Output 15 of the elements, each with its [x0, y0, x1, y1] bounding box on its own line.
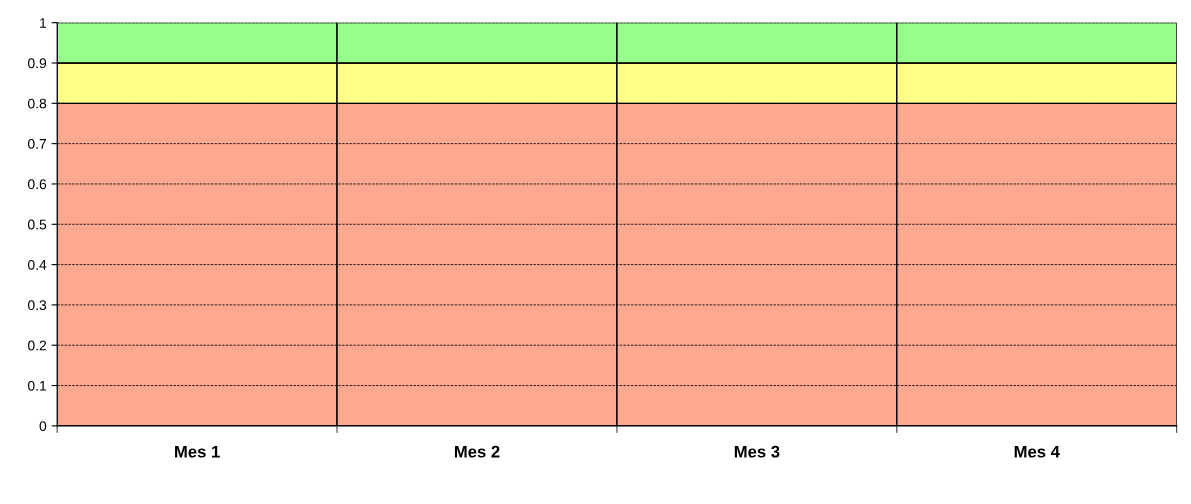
- y-tick-label: 0.1: [27, 380, 47, 391]
- y-tick-label: 0.4: [27, 259, 47, 270]
- x-tick-label: Mes 2: [454, 445, 500, 458]
- y-tick-label: 1: [40, 18, 47, 28]
- y-tick-label: 0.7: [27, 138, 47, 149]
- y-tick-label: 0.5: [27, 219, 47, 230]
- y-tick-label: 0.9: [27, 58, 47, 69]
- y-tick-label: 0.2: [27, 340, 47, 351]
- y-tick-label: 0.6: [27, 179, 47, 190]
- x-tick-label: Mes 4: [1014, 445, 1060, 458]
- x-tick-label: Mes 1: [175, 445, 220, 458]
- y-tick-label: 0.3: [27, 300, 47, 311]
- y-tick-label: 0: [39, 421, 47, 432]
- x-tick-label: Mes 3: [734, 445, 780, 458]
- y-tick-label: 0.8: [27, 98, 47, 109]
